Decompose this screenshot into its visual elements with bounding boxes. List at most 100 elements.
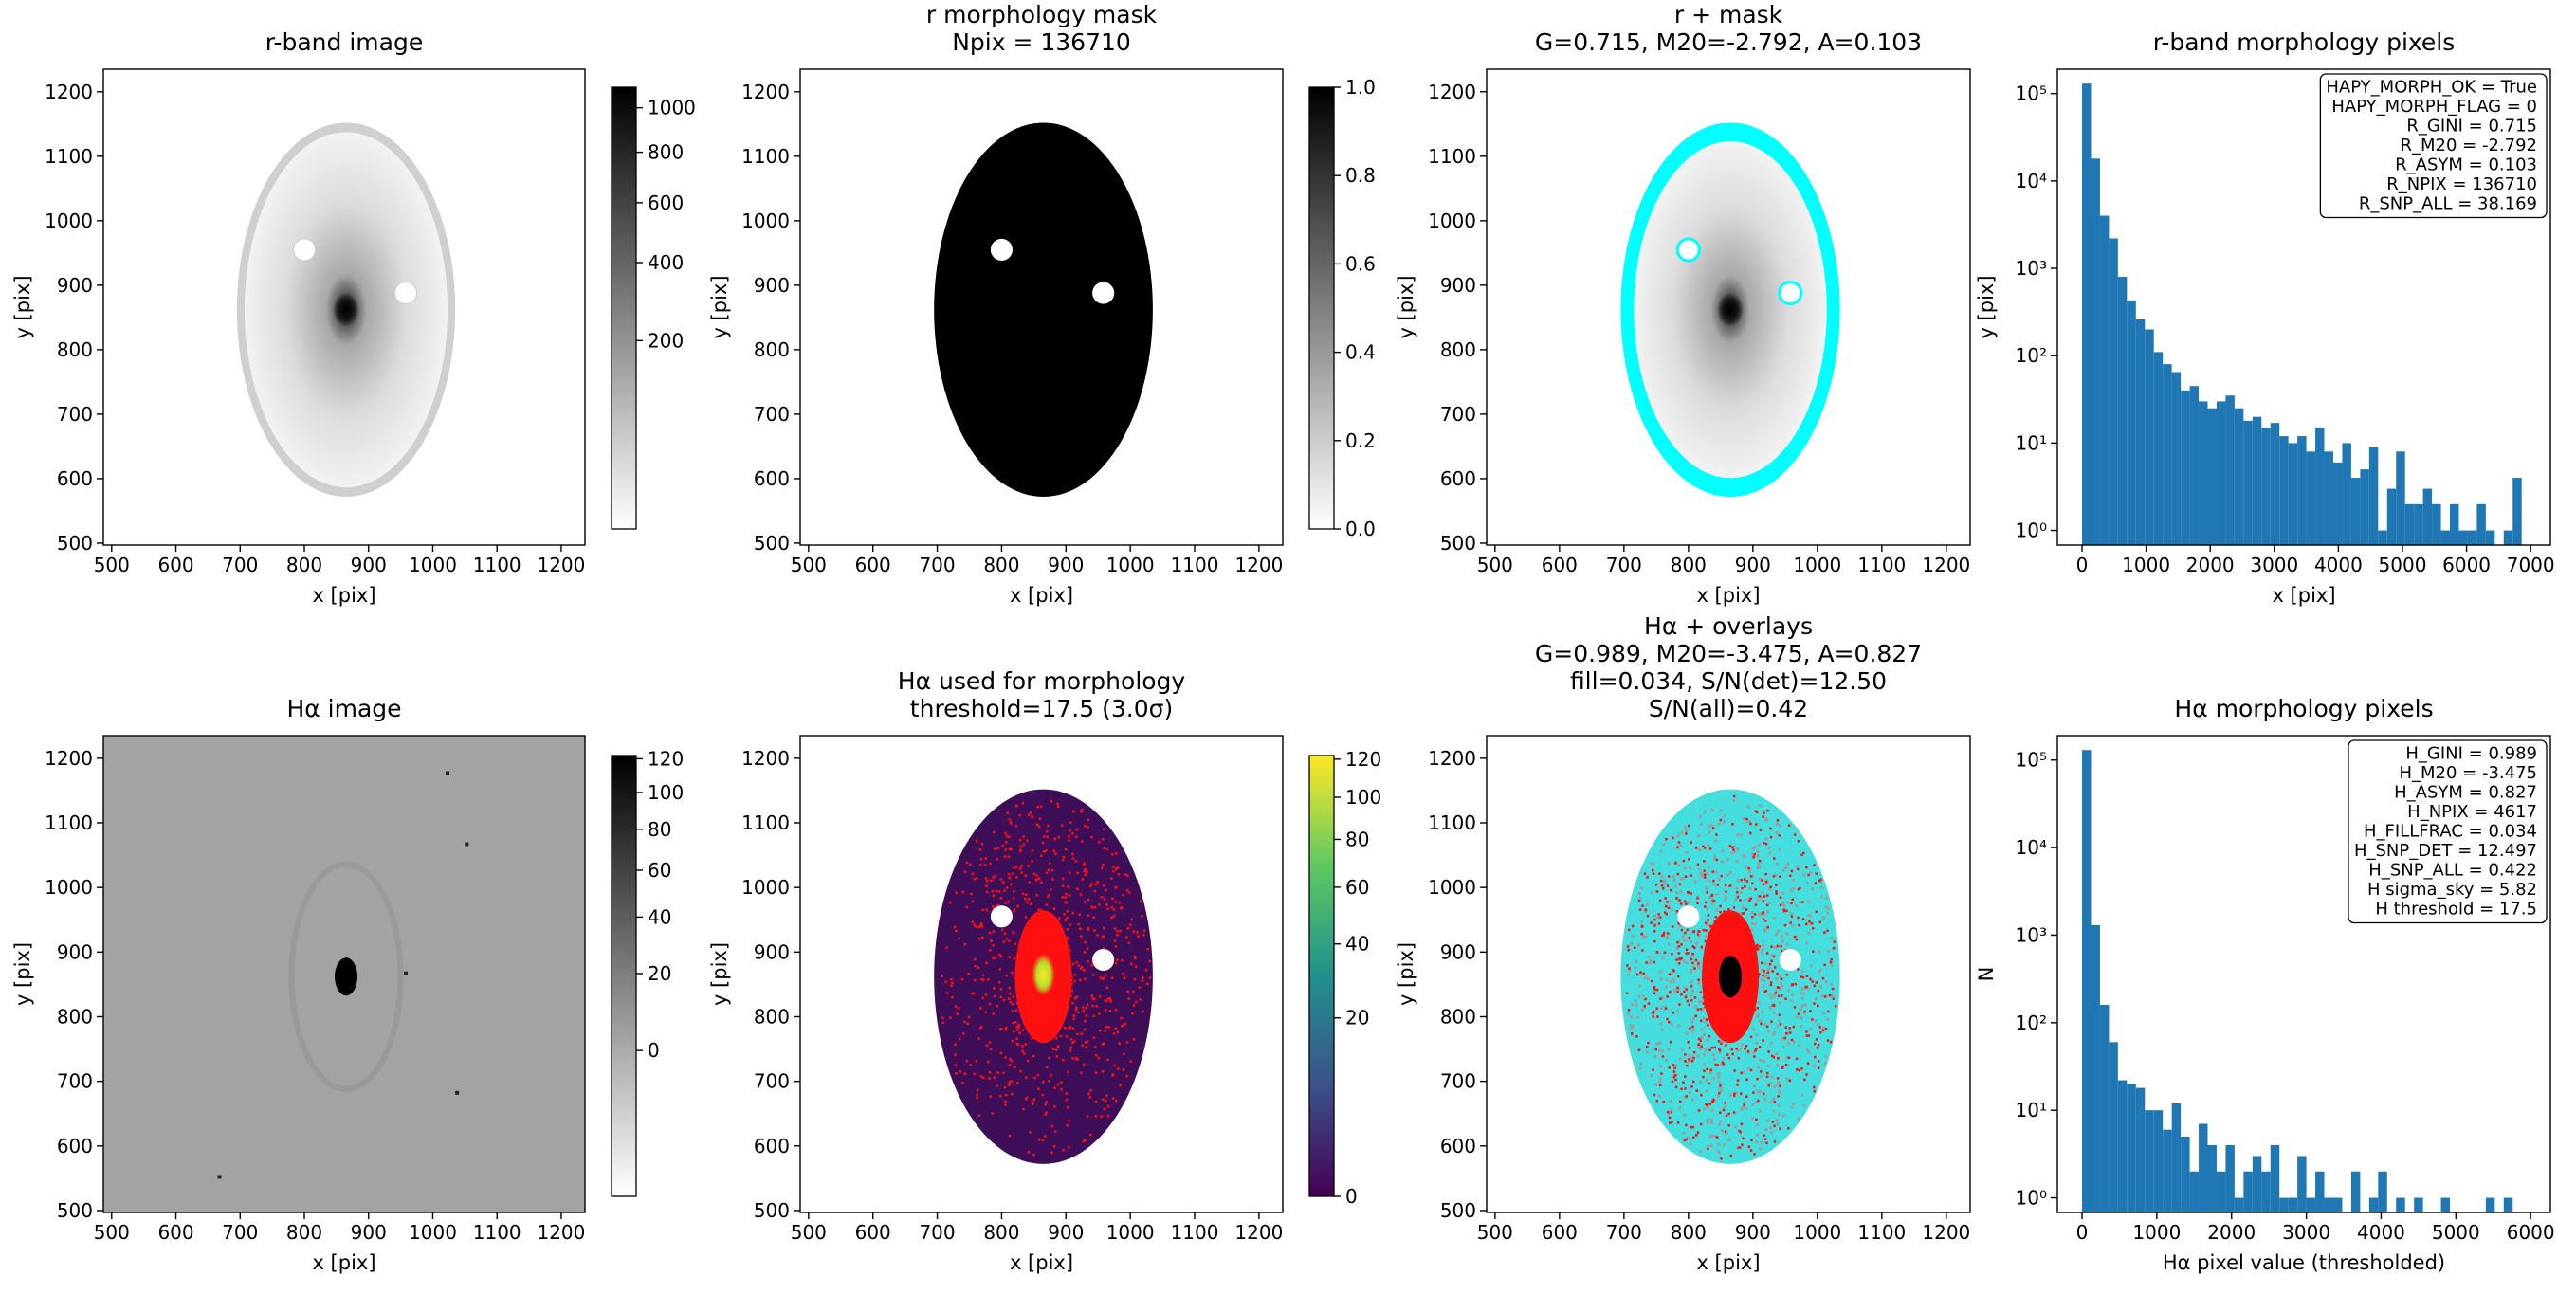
pixel [1029,902,1032,905]
hist-bar [2261,1171,2271,1212]
pixel [1117,872,1121,876]
pixel [975,839,978,843]
pixel [1823,1061,1827,1065]
y-tick-label: 1200 [1428,747,1476,770]
hist-bar [2252,416,2262,545]
pixel [1772,1030,1776,1034]
pixel [1762,1039,1764,1042]
hist-bar [2396,451,2405,545]
pixel [1069,923,1072,926]
pixel [1685,988,1689,991]
pixel [1021,1045,1024,1048]
pixel [1665,978,1669,982]
pixel [1063,913,1066,916]
pixel [1759,1019,1763,1023]
pixel [1719,910,1722,914]
pixel [1678,1057,1682,1061]
pixel [1659,1065,1663,1068]
pixel [1758,859,1762,863]
pixel [1763,1138,1767,1140]
pixel [981,974,985,976]
pixel [1764,872,1767,876]
pixel [1777,1080,1781,1084]
pixel [967,1015,971,1019]
core [1032,954,1055,996]
pixel [1705,935,1708,939]
pixel [1693,1005,1697,1009]
pixel [1132,990,1135,993]
pixel [1810,887,1814,891]
pixel [1065,1098,1069,1102]
pixel [1706,891,1708,894]
x-tick-label: 2000 [2186,554,2235,576]
pixel [1110,905,1114,909]
pixel [1004,1100,1007,1103]
pixel [1655,890,1659,893]
pixel [1754,810,1758,813]
plot-area [1620,122,1840,497]
pixel [1048,1056,1050,1060]
pixel [1779,987,1782,991]
pixel [1767,1084,1770,1087]
pixel [465,842,469,847]
pixel [998,953,1001,957]
pixel [1673,989,1677,993]
pixel [963,1020,966,1024]
pixel [1800,853,1803,857]
pixel [1022,1107,1025,1111]
pixel [1725,1132,1728,1136]
x-tick-label: 1100 [473,1221,521,1244]
hist-bar [2189,386,2200,545]
pixel [1811,980,1814,983]
pixel [953,925,957,929]
pixel [1630,1027,1634,1030]
pixel [1052,907,1056,910]
pixel [1001,928,1004,932]
pixel [1091,1004,1094,1008]
x-tick-label: 800 [286,1221,322,1244]
pixel [1796,864,1800,867]
pixel [1070,1038,1073,1041]
pixel [1778,1091,1781,1095]
pixel [1065,1092,1069,1095]
pixel [1079,967,1083,970]
pixel [1690,998,1693,1002]
pixel [1068,894,1071,897]
pixel [1627,1009,1631,1012]
pixel [1083,1028,1087,1031]
pixel [1107,1026,1110,1029]
pixel [1671,925,1674,928]
pixel [1674,1074,1677,1077]
pixel [993,987,996,990]
core [333,292,360,327]
pixel [948,901,952,904]
pixel [1089,884,1092,888]
pixel [979,1007,982,1010]
pixel [1689,1027,1691,1030]
pixel [1704,921,1708,924]
hist-bar [2503,530,2513,545]
pixel [1675,891,1679,895]
hist-bar [2368,447,2379,545]
pixel [1010,1059,1014,1063]
pixel [1653,992,1656,995]
pixel [999,955,1003,958]
pixel [1078,978,1082,982]
stats-line: H threshold = 17.5 [2375,899,2537,919]
pixel [1013,908,1016,912]
pixel [1676,833,1680,837]
pixel [973,877,976,881]
pixel [1114,886,1117,889]
pixel [1015,804,1018,808]
panel-title: threshold=17.5 (3.0σ) [910,695,1173,722]
pixel [996,903,1000,907]
y-tick-label: 1100 [741,145,790,168]
y-tick-label: 1100 [1428,811,1476,834]
pixel [1130,918,1133,921]
pixel [1655,1042,1659,1046]
pixel [971,872,975,876]
pixel [1111,897,1114,901]
x-tick-label: 1000 [1106,1221,1155,1244]
hist-bar [2422,488,2433,545]
